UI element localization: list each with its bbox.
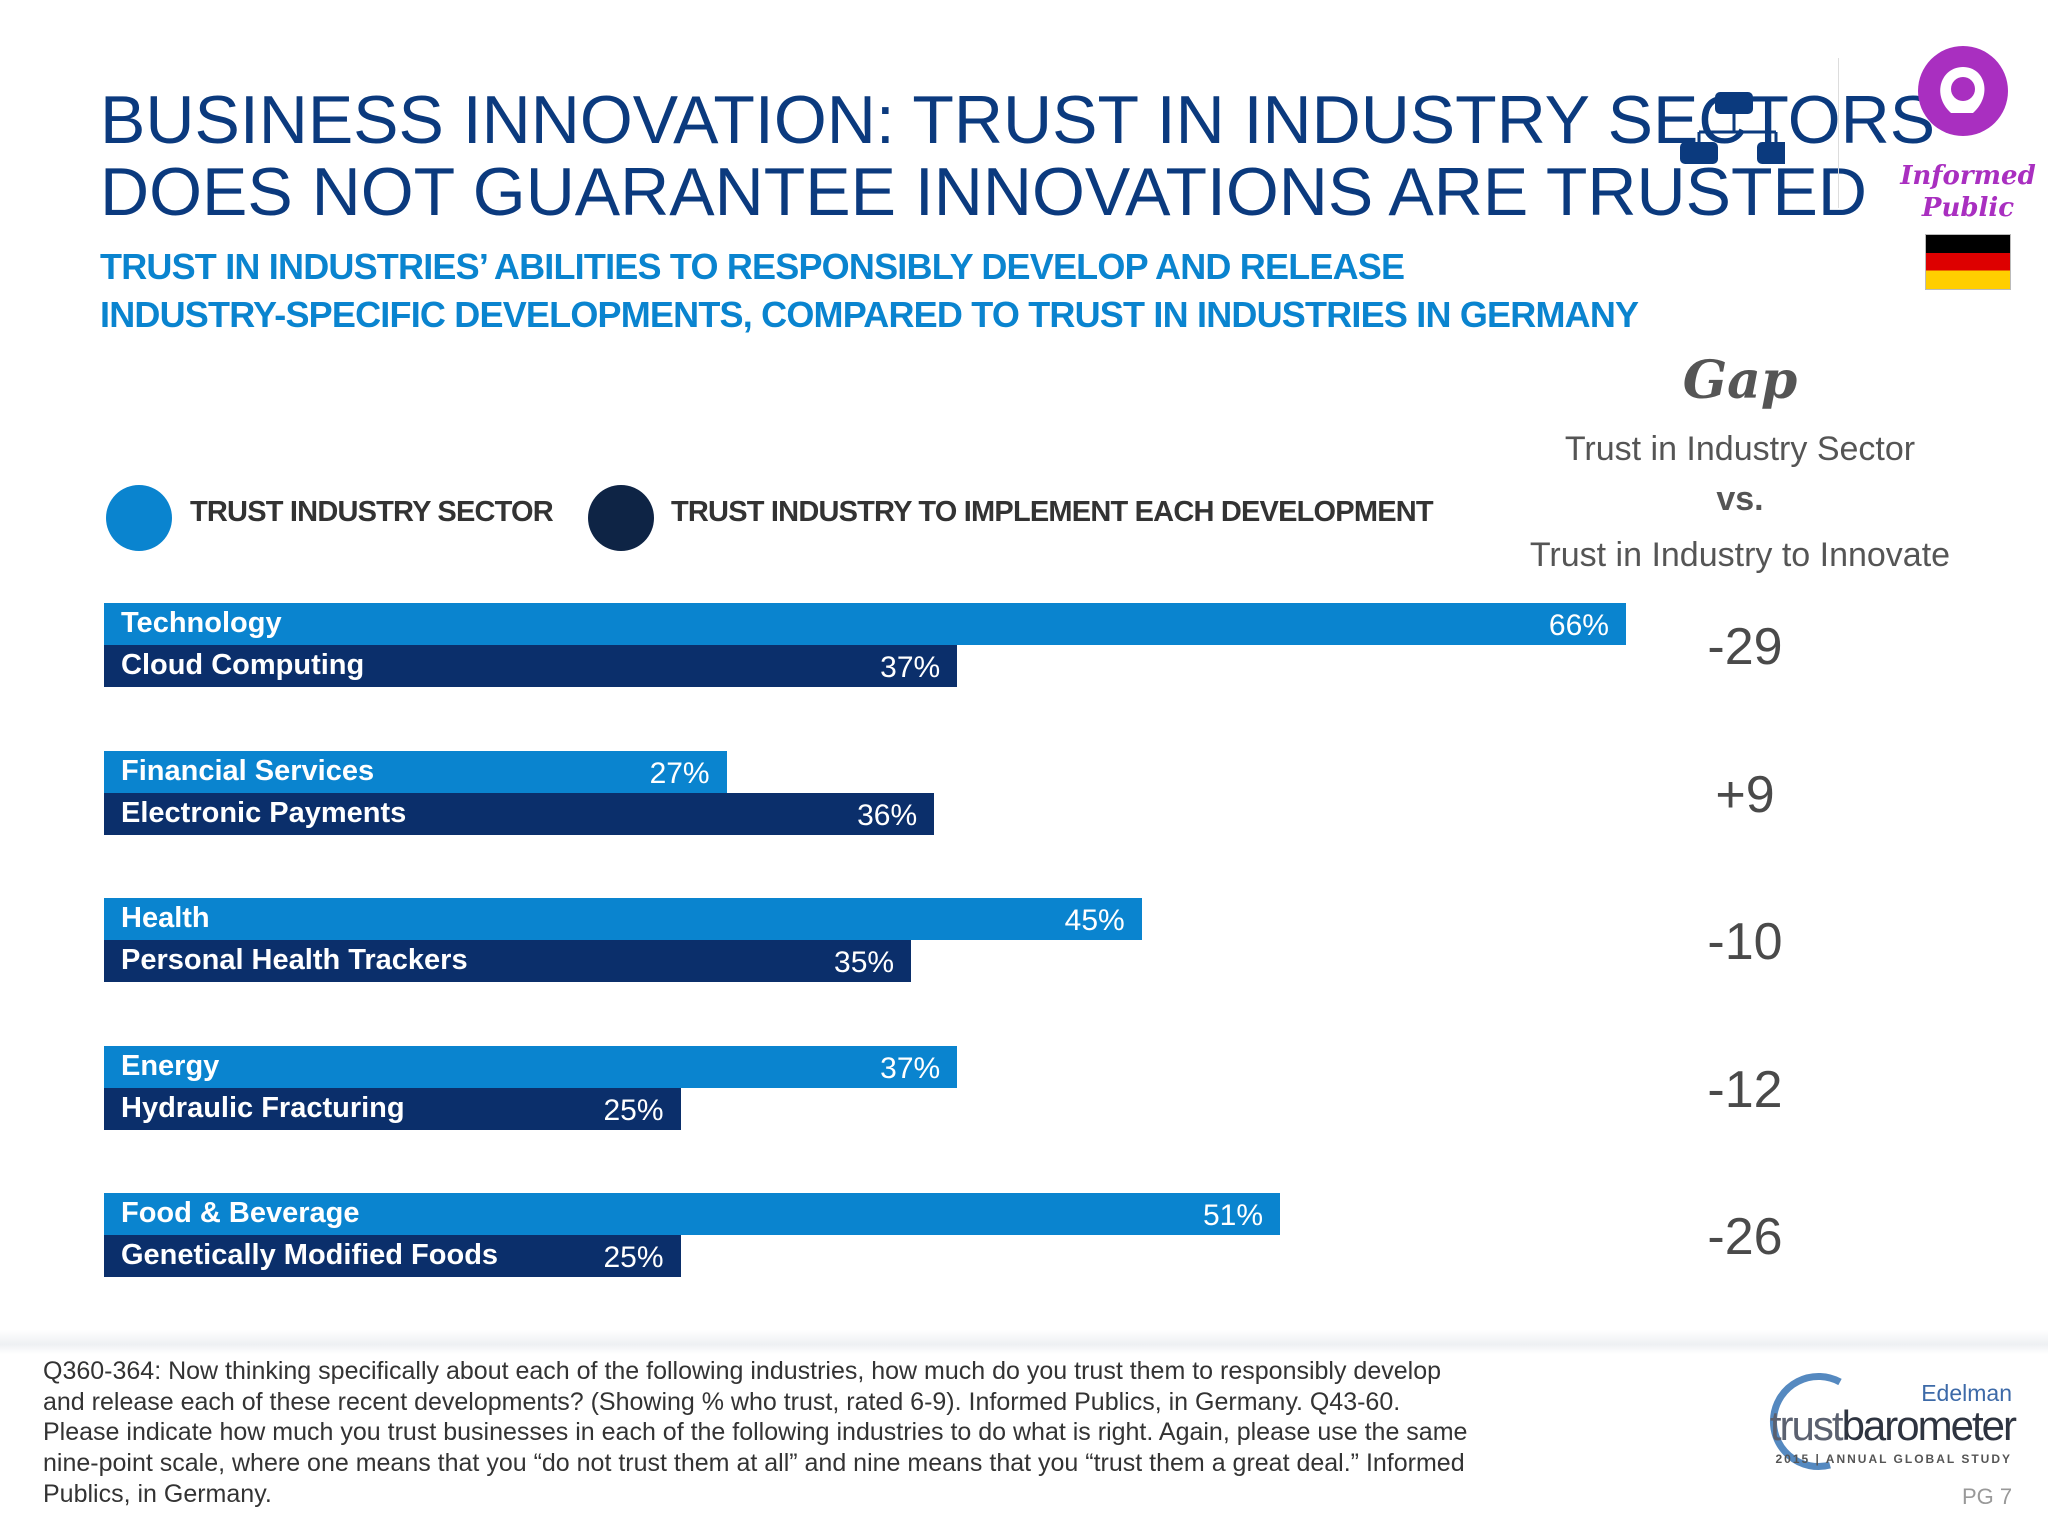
bar-development: Electronic Payments 36% (104, 792, 935, 835)
bar-value-label: 25% (603, 1241, 664, 1274)
gap-subtitle-1: Trust in Industry Sector (1564, 430, 1916, 468)
footer-divider (0, 1330, 2048, 1354)
bar-development: Genetically Modified Foods 25% (104, 1235, 681, 1277)
bar-label: Personal Health Trackers (121, 944, 468, 976)
footnote: Q360-364: Now thinking specifically abou… (43, 1357, 1468, 1508)
page-number: PG 7 (1962, 1484, 2013, 1509)
lightbulb-icon (1918, 46, 2008, 136)
bar-label: Technology (121, 607, 282, 639)
bar-value-label: 36% (857, 798, 918, 832)
bar-label: Energy (121, 1049, 220, 1082)
gap-title: Gap (1682, 350, 1798, 411)
bar-value-label: 25% (603, 1093, 664, 1127)
logo-tagline: 2015 | ANNUAL GLOBAL STUDY (1775, 1452, 2012, 1466)
gap-value: -29 (1707, 618, 1783, 676)
bar-label: Electronic Payments (121, 796, 407, 829)
bar-development: Personal Health Trackers 35% (104, 940, 912, 982)
gap-value: -10 (1707, 913, 1783, 971)
informed-public-badge: Informed Public (1893, 160, 2043, 224)
subtitle-line-2: INDUSTRY-SPECIFIC DEVELOPMENTS, COMPARED… (100, 294, 1639, 335)
badge-text-2: Public (1921, 193, 2015, 223)
legend-dot-development (588, 485, 654, 551)
bar-sector: Energy 37% (104, 1045, 958, 1088)
bar-value-label: 66% (1548, 609, 1609, 642)
legend-dot-sector (106, 485, 172, 551)
logo-name-light: trust (1769, 1402, 1844, 1449)
bar-sector: Health 45% (104, 898, 1142, 940)
gap-subtitle-vs: vs. (1716, 480, 1764, 518)
bar-sector: Financial Services 27% (104, 750, 727, 793)
divider (1838, 58, 1839, 208)
title-line-1: BUSINESS INNOVATION: TRUST IN INDUSTRY S… (100, 82, 1936, 158)
logo-brand: Edelman (1921, 1380, 2012, 1406)
bar-development: Cloud Computing 37% (104, 645, 958, 687)
bar-sector: Food & Beverage 51% (104, 1193, 1281, 1235)
bar-development: Hydraulic Fracturing 25% (104, 1087, 681, 1130)
badge-text-1: Informed (1900, 161, 2036, 191)
bar-label: Genetically Modified Foods (121, 1239, 499, 1271)
bar-value-label: 27% (649, 756, 710, 790)
bar-label: Health (121, 902, 210, 934)
bar-value-label: 45% (1064, 904, 1125, 937)
bar-label: Cloud Computing (121, 649, 365, 681)
gap-subtitle-2: Trust in Industry to Innovate (1529, 536, 1951, 574)
bar-label: Financial Services (121, 754, 375, 787)
gap-value: +9 (1715, 765, 1775, 824)
trustbarometer-logo: Edelman trustbarometer 2015 | ANNUAL GLO… (1760, 1372, 2020, 1472)
logo-ring-icon (1769, 1373, 1842, 1470)
bar-value-label: 37% (880, 1051, 941, 1085)
legend-label-development: TRUST INDUSTRY TO IMPLEMENT EACH DEVELOP… (671, 496, 1434, 528)
bar-label: Food & Beverage (121, 1197, 360, 1229)
bar-value-label: 51% (1203, 1199, 1264, 1232)
gap-value: -12 (1707, 1060, 1783, 1119)
bar-value-label: 35% (834, 946, 895, 979)
gap-value: -26 (1707, 1208, 1783, 1266)
network-icon (1680, 92, 1785, 164)
subtitle: TRUST IN INDUSTRIES’ ABILITIES TO RESPON… (100, 243, 1639, 339)
legend-label-sector: TRUST INDUSTRY SECTOR (190, 496, 554, 528)
title-line-2: DOES NOT GUARANTEE INNOVATIONS ARE TRUST… (100, 154, 1868, 230)
germany-flag-icon (1925, 234, 2011, 290)
logo-name-bold: barometer (1841, 1402, 2017, 1449)
subtitle-line-1: TRUST IN INDUSTRIES’ ABILITIES TO RESPON… (100, 246, 1405, 287)
bar-value-label: 37% (880, 651, 941, 684)
bar-sector: Technology 66% (104, 603, 1626, 645)
bar-label: Hydraulic Fracturing (121, 1091, 405, 1124)
page-title: BUSINESS INNOVATION: TRUST IN INDUSTRY S… (100, 84, 1935, 228)
